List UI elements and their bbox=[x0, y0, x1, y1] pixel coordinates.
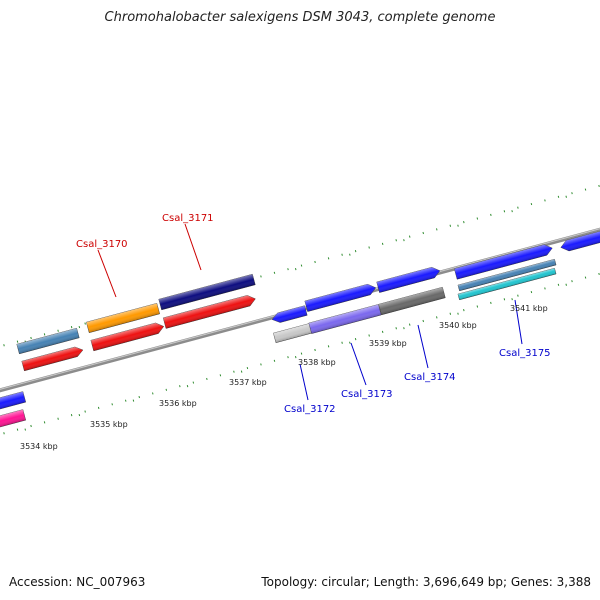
gene-shade bbox=[0, 409, 26, 431]
gene-label[interactable]: Csal_3174 bbox=[404, 372, 456, 383]
label-leader bbox=[417, 324, 429, 369]
scale-label: 3536 kbp bbox=[159, 399, 197, 408]
gene-label[interactable]: Csal_3170 bbox=[76, 239, 128, 250]
scale-label: 3539 kbp bbox=[369, 339, 407, 348]
gene-shade bbox=[21, 346, 83, 371]
gene-shade bbox=[457, 268, 557, 300]
label-leaders bbox=[97, 223, 523, 401]
page-title: Chromohalobacter salexigens DSM 3043, co… bbox=[104, 10, 496, 25]
gene-feature[interactable] bbox=[457, 258, 557, 292]
gene-feature[interactable] bbox=[90, 321, 165, 352]
gene-label[interactable]: Csal_3171 bbox=[162, 213, 214, 224]
gene-shade bbox=[0, 391, 26, 411]
gene-shade bbox=[560, 229, 600, 251]
gene-feature[interactable] bbox=[16, 327, 80, 355]
label-leader bbox=[184, 223, 202, 271]
scale-label: 3537 kbp bbox=[229, 378, 267, 387]
gene-shade bbox=[272, 305, 308, 323]
label-leader bbox=[350, 342, 367, 386]
gene-feature[interactable] bbox=[304, 282, 377, 312]
gene-feature[interactable] bbox=[454, 243, 553, 280]
gene-shade bbox=[158, 274, 256, 310]
gene-shade bbox=[376, 267, 440, 293]
gene-feature[interactable] bbox=[308, 304, 382, 334]
gene-feature[interactable] bbox=[457, 267, 557, 301]
gene-label[interactable]: Csal_3175 bbox=[499, 348, 551, 359]
scale-label: 3534 kbp bbox=[20, 442, 58, 451]
gene-shade bbox=[454, 244, 553, 280]
label-leader bbox=[299, 363, 309, 401]
gene-feature[interactable] bbox=[378, 286, 446, 316]
gene-feature[interactable] bbox=[0, 409, 26, 431]
scale-label: 3540 kbp bbox=[439, 321, 477, 330]
scale-label: 3541 kbp bbox=[510, 304, 548, 313]
gene-shade bbox=[86, 303, 160, 333]
scale-labels: 3534 kbp 3535 kbp 3536 kbp 3537 kbp 3538 kbp… bbox=[20, 304, 548, 451]
gene-labels: Csal_3170 Csal_3171 Csal_3172 Csal_3173 Csal… bbox=[76, 213, 551, 415]
gene-shade bbox=[90, 322, 164, 351]
scale-label: 3538 kbp bbox=[298, 358, 336, 367]
accession-label: Accession: NC_007963 bbox=[9, 575, 146, 589]
gene-features bbox=[0, 228, 600, 431]
gene-feature[interactable] bbox=[86, 303, 160, 333]
gene-feature[interactable] bbox=[162, 294, 257, 329]
gene-feature[interactable] bbox=[271, 305, 308, 325]
label-leader bbox=[514, 299, 523, 345]
gene-feature[interactable] bbox=[158, 273, 256, 311]
gene-feature[interactable] bbox=[559, 228, 600, 253]
gene-shade bbox=[457, 259, 557, 291]
gene-feature[interactable] bbox=[376, 265, 442, 293]
gene-shade bbox=[273, 323, 313, 343]
gene-feature[interactable] bbox=[21, 345, 84, 372]
gene-shade bbox=[304, 284, 376, 312]
gene-label[interactable]: Csal_3172 bbox=[284, 404, 336, 415]
gene-feature[interactable] bbox=[0, 391, 26, 413]
gene-shade bbox=[16, 328, 80, 354]
label-leader bbox=[97, 249, 117, 298]
gene-label[interactable]: Csal_3173 bbox=[341, 389, 393, 400]
gene-shade bbox=[378, 287, 446, 315]
genome-stats-label: Topology: circular; Length: 3,696,649 bp… bbox=[261, 575, 591, 589]
gene-shade bbox=[308, 304, 382, 334]
gene-feature[interactable] bbox=[273, 323, 313, 343]
gene-shade bbox=[163, 295, 256, 329]
scale-label: 3535 kbp bbox=[90, 420, 128, 429]
